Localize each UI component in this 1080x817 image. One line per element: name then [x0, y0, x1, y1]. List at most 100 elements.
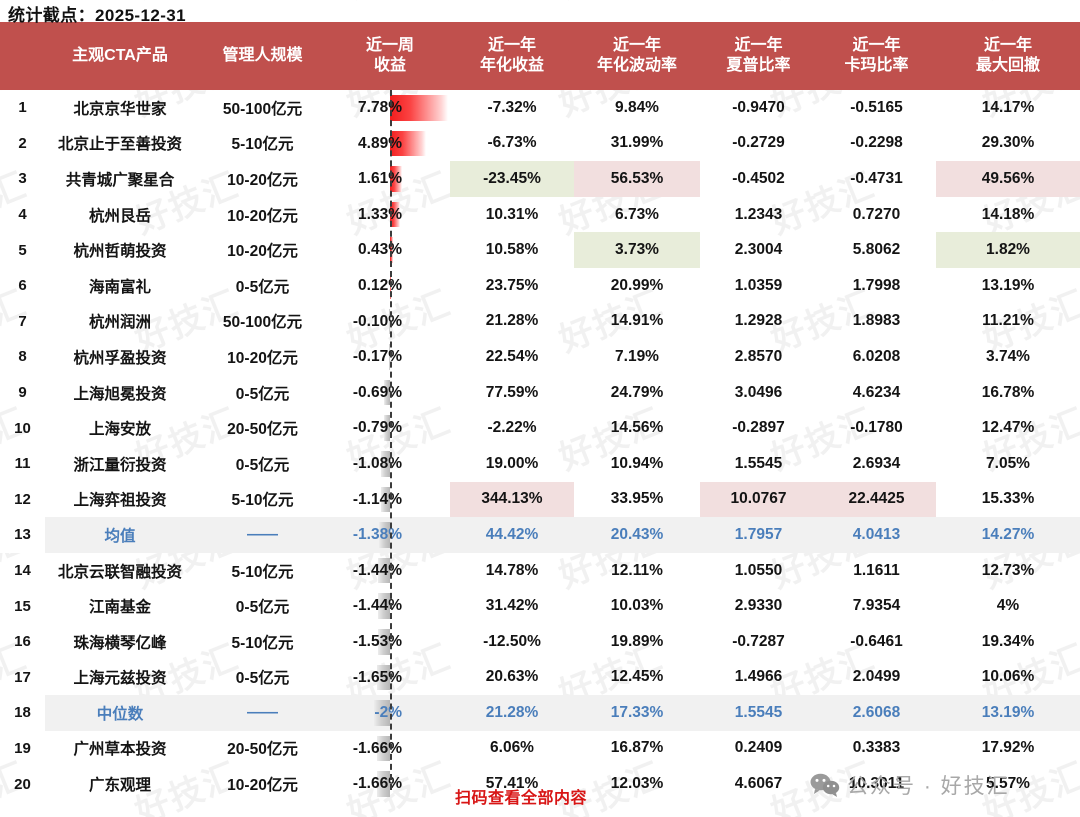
cell-sharpe: 1.0550	[734, 561, 783, 579]
cell-vol1y: 17.33%	[574, 695, 700, 731]
cell-ret1y: 77.59%	[485, 383, 539, 401]
cell-calmar: 1.8983	[852, 312, 901, 330]
week-return-value: -1.65%	[352, 668, 402, 686]
cell-ret1y: 44.42%	[450, 517, 574, 553]
column-header-line2: 卡玛比率	[844, 57, 909, 74]
cell-sharpe: 1.5545	[734, 454, 783, 472]
watermark-text: 好技汇	[763, 0, 881, 7]
cell-calmar: -0.2298	[850, 134, 903, 152]
cell-calmar: 6.0208	[852, 347, 901, 365]
week-bar-cell: -1.66%	[330, 731, 450, 767]
cell-ret1y: 21.28%	[450, 695, 574, 731]
cell-week: 1.33%	[330, 197, 450, 233]
column-header-scale: 管理人规模	[195, 22, 330, 90]
table-row: 16 珠海横琴亿峰 5-10亿元 -1.53% -12.50% 19.89% -0.7287…	[0, 624, 1080, 660]
cell-vol1y: 3.73%	[574, 232, 700, 268]
cell-vol1y: 24.79%	[610, 383, 664, 401]
negative-bar	[376, 771, 390, 797]
cell-idx: 3	[18, 170, 27, 188]
cell-mdd: 14.17%	[981, 98, 1035, 116]
cell-week: -0.69%	[330, 375, 450, 411]
negative-bar	[376, 664, 390, 691]
week-return-value: -0.10%	[352, 312, 402, 330]
table-row: 19 广州草本投资 20-50亿元 -1.66% 6.06% 16.87% 0.2409 0.…	[0, 731, 1080, 767]
cell-vol1y: 33.95%	[610, 490, 664, 508]
week-return-value: 1.33%	[358, 205, 402, 223]
cell-ret1y: 19.00%	[485, 454, 539, 472]
cell-calmar: 22.4425	[817, 481, 936, 518]
cell-vol1y: 20.99%	[610, 276, 664, 294]
column-header-ret1y: 近一年 年化收益	[450, 22, 574, 90]
header-row: 主观CTA产品 管理人规模 近一周 收益 近一年 年化收益 近一年 年化波动率 近一年 夏普比率近…	[0, 22, 1080, 90]
table-row: 2 北京止于至善投资 5-10亿元 4.89% -6.73% 31.99% -0.2729 -…	[0, 126, 1080, 162]
cell-scale: 5-10亿元	[231, 492, 294, 510]
table-row: 14 北京云联智融投资 5-10亿元 -1.44% 14.78% 12.11% 1.0550…	[0, 553, 1080, 589]
table-row: 5 杭州哲萌投资 10-20亿元 0.43% 10.58% 3.73% 2.3004 5.80…	[0, 232, 1080, 268]
week-bar-cell: -0.17%	[330, 339, 450, 375]
table-body: 1 北京京华世家 50-100亿元 7.78% -7.32% 9.84% -0.9470 -0…	[0, 90, 1080, 802]
table-row: 18 中位数 —— -2% 21.28% 17.33% 1.5545 2.6068 13.19%	[0, 695, 1080, 731]
cell-name: 杭州哲萌投资	[73, 243, 167, 261]
negative-bar	[381, 450, 390, 477]
column-header-week: 近一周 收益	[330, 22, 450, 90]
cell-calmar: 2.6934	[852, 454, 901, 472]
cell-name: 中位数	[45, 695, 195, 731]
column-header-line2: 收益	[373, 57, 406, 74]
cell-idx: 1	[18, 99, 27, 117]
positive-bar	[390, 95, 448, 121]
table-row: 6 海南富礼 0-5亿元 0.12% 23.75% 20.99% 1.0359 1.7998 1…	[0, 268, 1080, 304]
cell-week: 7.78%	[330, 90, 450, 126]
cell-vol1y: 7.19%	[615, 347, 659, 365]
week-bar-cell: 0.12%	[330, 268, 450, 304]
week-return-value: -0.17%	[352, 348, 402, 366]
cell-scale: 50-100亿元	[222, 314, 303, 332]
cell-ret1y: 21.28%	[485, 312, 539, 330]
cell-scale: 10-20亿元	[227, 171, 298, 189]
cell-vol1y: 12.03%	[610, 775, 664, 793]
cell-calmar: -0.5165	[850, 98, 903, 116]
table-row: 3 共青城广聚星合 10-20亿元 1.61% -23.45% 56.53% -0.4502…	[0, 161, 1080, 197]
cell-sharpe: 1.2928	[734, 312, 783, 330]
cell-mdd: 11.21%	[982, 312, 1034, 330]
cell-vol1y: 19.89%	[610, 632, 664, 650]
cell-ret1y: -12.50%	[483, 632, 541, 650]
cell-week: -0.10%	[330, 304, 450, 340]
cell-sharpe: 1.2343	[734, 205, 783, 223]
negative-bar	[384, 379, 390, 406]
table-row: 9 上海旭冕投资 0-5亿元 -0.69% 77.59% 24.79% 3.0496 4.62…	[0, 375, 1080, 411]
cell-week: -1.66%	[330, 766, 450, 802]
negative-bar	[378, 557, 390, 584]
cell-week: 0.43%	[330, 232, 450, 268]
cell-calmar: 7.9354	[852, 597, 901, 615]
cell-vol1y: 31.99%	[610, 134, 664, 152]
cell-idx: 16	[14, 633, 31, 651]
cell-sharpe: 4.6067	[734, 775, 783, 793]
column-header-vol1y: 近一年 年化波动率	[574, 22, 700, 90]
cell-week: -1.66%	[330, 731, 450, 767]
cell-week: -0.17%	[330, 339, 450, 375]
cell-vol1y: 20.43%	[574, 517, 700, 553]
table-row: 11 浙江量衍投资 0-5亿元 -1.08% 19.00% 10.94% 1.5545 2.6…	[0, 446, 1080, 482]
cell-idx: 20	[14, 775, 31, 793]
table-row: 4 杭州艮岳 10-20亿元 1.33% 10.31% 6.73% 1.2343 0.7270…	[0, 197, 1080, 233]
week-bar-cell: -2%	[330, 695, 450, 731]
cell-name: 共青城广聚星合	[65, 171, 175, 189]
table-row: 1 北京京华世家 50-100亿元 7.78% -7.32% 9.84% -0.9470 -0…	[0, 90, 1080, 126]
cell-sharpe: 2.8570	[734, 347, 783, 365]
cell-week: -2%	[330, 695, 450, 731]
cell-week: -1.14%	[330, 482, 450, 518]
column-header-mdd: 近一年 最大回撤	[936, 22, 1080, 90]
column-header-line1: 近一年	[852, 36, 901, 54]
cell-ret1y: 6.06%	[490, 739, 534, 757]
week-bar-cell: 0.43%	[330, 232, 450, 268]
negative-bar	[376, 735, 390, 762]
negative-bar	[377, 628, 390, 655]
cell-scale: ——	[195, 517, 330, 553]
cell-mdd: 4%	[996, 597, 1020, 615]
column-header-line1: 近一周	[365, 36, 414, 54]
cell-ret1y: 10.31%	[485, 205, 539, 223]
cell-idx: 2	[18, 134, 27, 152]
cell-name: 上海弈祖投资	[73, 492, 167, 510]
cell-name: 上海安放	[88, 421, 151, 439]
cell-ret1y: -6.73%	[487, 134, 537, 152]
